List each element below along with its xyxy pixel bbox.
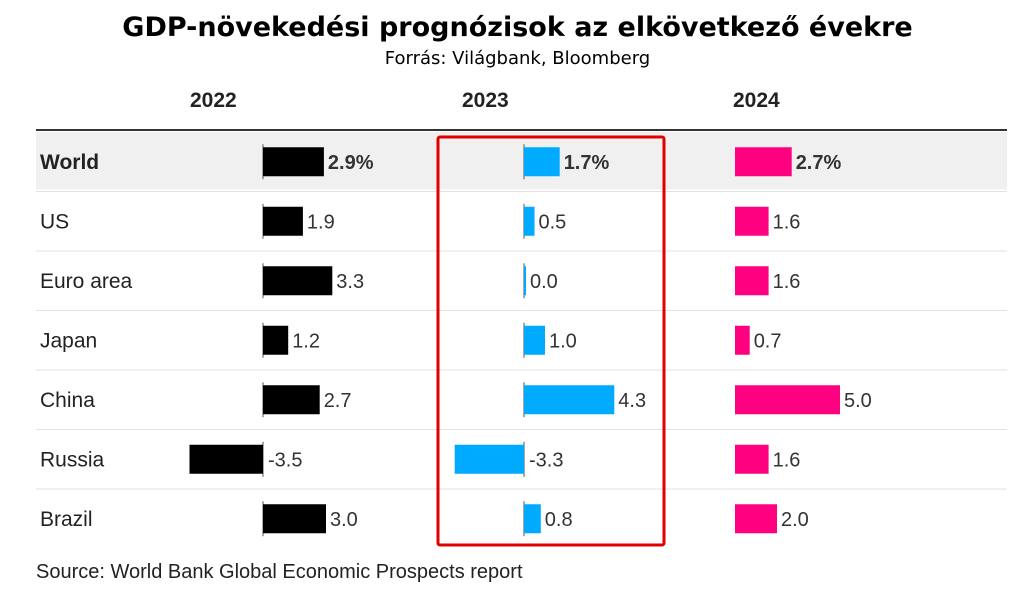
data-label: 2.9% (328, 152, 374, 174)
series-header: 2023 (462, 89, 509, 112)
chart-title: GDP-növekedési prognózisok az elkövetkez… (122, 12, 913, 43)
data-label: 1.9 (307, 211, 335, 233)
data-label: 1.6 (773, 449, 801, 471)
bar (263, 206, 303, 236)
data-label: 1.6 (773, 271, 801, 293)
series-header: 2022 (190, 89, 237, 112)
gdp-bar-chart: World US Euro area Japan China Russia Brazil 20… (36, 89, 1007, 547)
bar (524, 147, 560, 177)
category-label: Brazil (40, 508, 93, 531)
data-label: 3.0 (330, 509, 358, 531)
data-label: 1.6 (773, 211, 801, 233)
chart-subtitle: Forrás: Világbank, Bloomberg (384, 48, 651, 69)
data-label: 1.2 (292, 330, 320, 352)
bar (263, 504, 326, 534)
data-label: 1.7% (564, 152, 610, 174)
bar (735, 385, 840, 415)
highlight-box-2023 (436, 135, 666, 547)
bar (735, 266, 769, 296)
bar (735, 444, 769, 474)
category-label: Japan (40, 329, 97, 352)
bar (524, 504, 541, 534)
data-label: 3.3 (336, 271, 364, 293)
bar (263, 147, 324, 177)
category-label: Euro area (40, 270, 133, 293)
bar (735, 504, 777, 534)
category-label: Russia (40, 448, 105, 471)
data-label: 2.0 (781, 509, 809, 531)
series-header: 2024 (733, 89, 780, 112)
data-label: 0.0 (530, 271, 558, 293)
bar (263, 385, 320, 415)
data-label: -3.5 (268, 449, 302, 471)
bar (524, 385, 615, 415)
data-label: 4.3 (618, 390, 646, 412)
data-label: 5.0 (844, 390, 872, 412)
data-label: 2.7 (324, 390, 352, 412)
bar (735, 325, 750, 355)
category-label: World (40, 151, 99, 174)
bar (524, 266, 526, 296)
bar (263, 266, 333, 296)
data-label: 2.7% (796, 152, 842, 174)
data-label: -3.3 (529, 449, 563, 471)
category-label: China (40, 389, 95, 412)
source-note: Source: World Bank Global Economic Prosp… (36, 561, 523, 583)
bar (524, 206, 535, 236)
bar (735, 147, 792, 177)
bar (189, 444, 263, 474)
bar (735, 206, 769, 236)
data-label: 0.5 (539, 211, 567, 233)
category-label: US (40, 210, 69, 233)
bar (454, 444, 524, 474)
bar (263, 325, 289, 355)
highlight-row-background (36, 132, 1007, 190)
data-label: 0.7 (754, 330, 782, 352)
bar (524, 325, 545, 355)
data-label: 0.8 (545, 509, 573, 531)
data-label: 1.0 (549, 330, 577, 352)
